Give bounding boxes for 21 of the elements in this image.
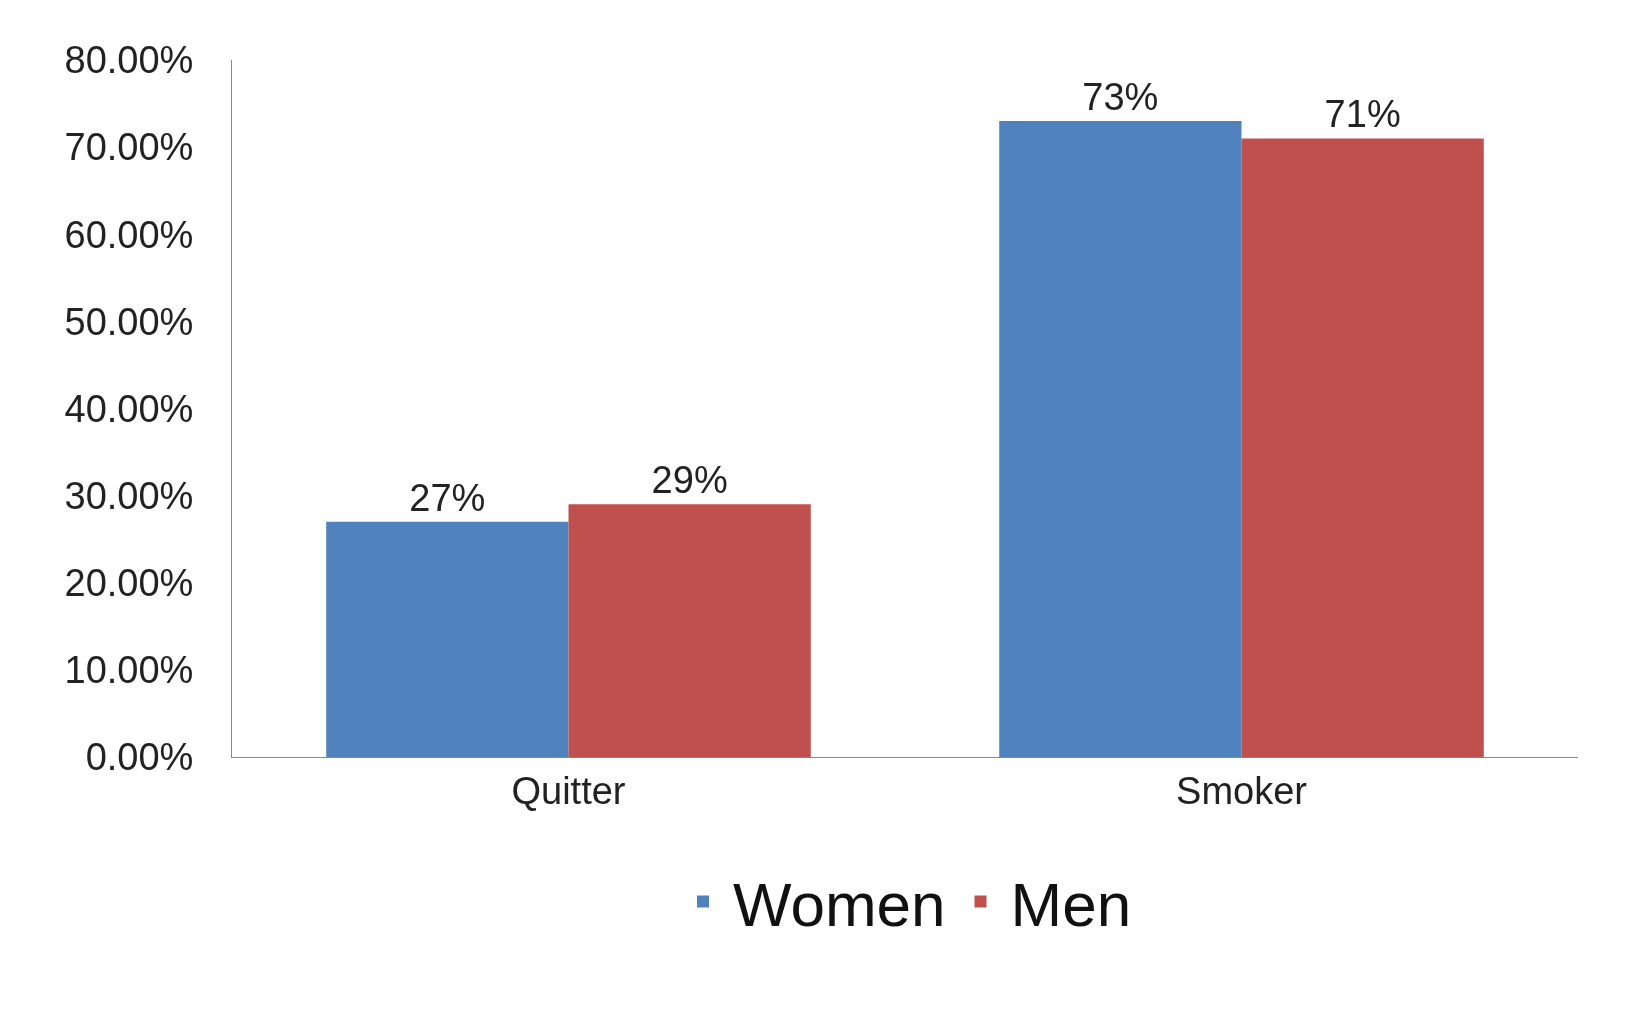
y-tick-label: 60.00%	[64, 213, 194, 256]
data-label: 27%	[409, 476, 486, 519]
y-tick-label: 10.00%	[64, 649, 194, 692]
legend-label: Women	[733, 869, 946, 939]
y-tick-label: 20.00%	[64, 562, 194, 605]
y-tick-label: 70.00%	[64, 126, 194, 169]
data-label: 71%	[1324, 93, 1401, 136]
data-label: 73%	[1082, 75, 1159, 118]
bar	[1241, 138, 1484, 757]
bar	[568, 504, 811, 757]
legend-label: Men	[1010, 869, 1132, 939]
x-tick-label: Smoker	[1176, 769, 1308, 812]
bar	[999, 120, 1242, 757]
x-tick-label: Quitter	[511, 769, 626, 812]
y-tick-label: 80.00%	[64, 39, 194, 82]
y-tick-label: 50.00%	[64, 300, 194, 343]
y-tick-label: 0.00%	[85, 736, 194, 779]
y-tick-label: 40.00%	[64, 387, 194, 430]
y-tick-label: 30.00%	[64, 474, 194, 517]
bar	[326, 521, 569, 757]
data-label: 29%	[651, 459, 728, 502]
